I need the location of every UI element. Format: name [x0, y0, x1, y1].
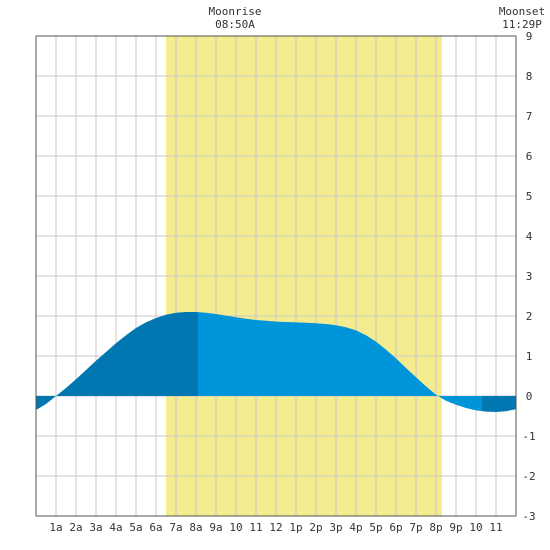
- moonset-time: 11:29P: [502, 18, 542, 31]
- x-tick-label: 3a: [89, 521, 102, 534]
- tide-area-night: [36, 312, 198, 410]
- x-tick-labels: 1a 2a 3a 4a 5a 6a 7a 8a 9a 10 11 12 1p 2p 3p 4p 5p 6p 7p 8p…: [49, 521, 502, 534]
- y-tick-label: 3: [526, 270, 533, 283]
- x-tick-label: 11: [249, 521, 262, 534]
- plot-frame: [35, 35, 517, 517]
- x-tick-label: 4p: [349, 521, 362, 534]
- x-tick-label: 6a: [149, 521, 162, 534]
- x-tick-label: 8p: [429, 521, 442, 534]
- x-tick-label: 5p: [369, 521, 382, 534]
- x-tick-label: 5a: [129, 521, 142, 534]
- x-tick-label: 12: [269, 521, 282, 534]
- y-tick-label: 2: [526, 310, 533, 323]
- x-tick-label: 9p: [449, 521, 462, 534]
- tide-area: [36, 312, 516, 412]
- x-tick-label: 11: [489, 521, 502, 534]
- y-tick-label: 7: [526, 110, 533, 123]
- x-tick-label: 8a: [189, 521, 202, 534]
- tide-area-day: [198, 312, 482, 412]
- y-tick-label: -3: [522, 510, 535, 523]
- x-tick-label: 7a: [169, 521, 182, 534]
- x-tick-label: 7p: [409, 521, 422, 534]
- x-tick-label: 1p: [289, 521, 302, 534]
- x-tick-label: 2a: [69, 521, 82, 534]
- tide-area-night: [482, 396, 516, 412]
- y-tick-label: 4: [526, 230, 533, 243]
- y-tick-label: 0: [526, 390, 533, 403]
- y-tick-labels: 9 8 7 6 5 4 3 2 1 0 -1 -2 -3: [522, 30, 535, 523]
- y-tick-label: 1: [526, 350, 533, 363]
- y-tick-label: 9: [526, 30, 533, 43]
- x-tick-label: 9a: [209, 521, 222, 534]
- x-tick-label: 2p: [309, 521, 322, 534]
- y-tick-label: 8: [526, 70, 533, 83]
- y-tick-label: 5: [526, 190, 533, 203]
- x-tick-label: 10: [469, 521, 482, 534]
- x-tick-label: 10: [229, 521, 242, 534]
- x-tick-label: 3p: [329, 521, 342, 534]
- moonrise-label: Moonrise: [209, 5, 262, 18]
- grid-lines: [36, 36, 516, 516]
- x-tick-label: 4a: [109, 521, 122, 534]
- x-tick-label: 1a: [49, 521, 62, 534]
- y-tick-label: -2: [522, 470, 535, 483]
- moonrise-time: 08:50A: [215, 18, 255, 31]
- y-tick-label: 6: [526, 150, 533, 163]
- moonset-label: Moonset: [499, 5, 545, 18]
- x-tick-label: 6p: [389, 521, 402, 534]
- y-tick-label: -1: [522, 430, 535, 443]
